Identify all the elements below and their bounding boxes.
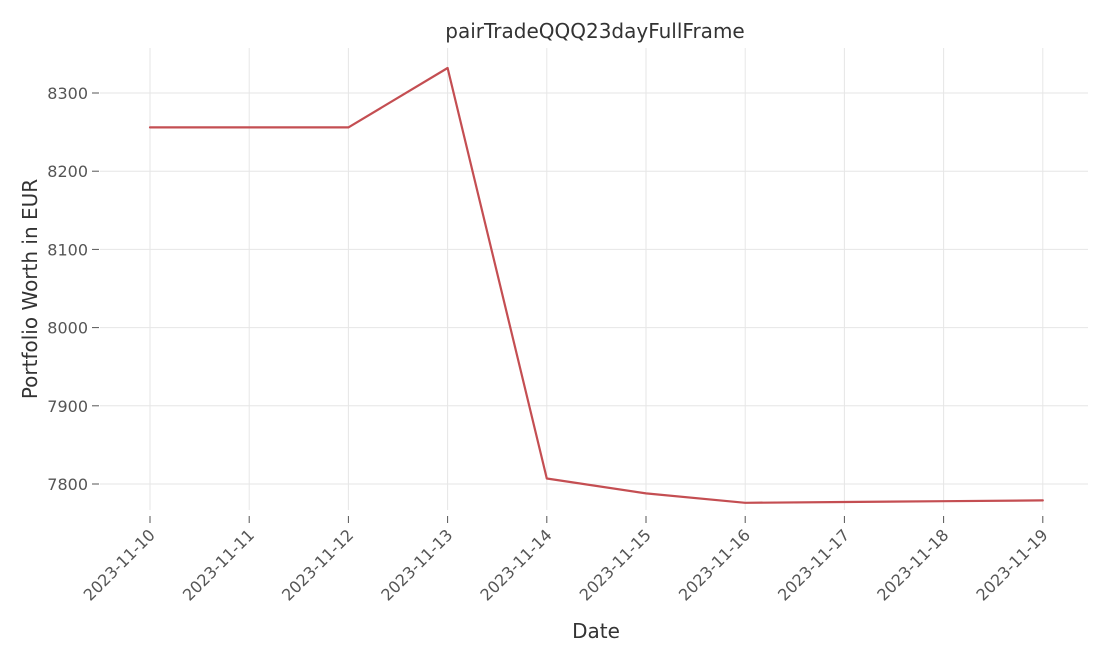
y-tick-label: 8200: [47, 162, 88, 181]
y-tick-label: 8300: [47, 84, 88, 103]
x-tick-label: 2023-11-18: [873, 525, 952, 604]
y-tick-label: 7800: [47, 475, 88, 494]
y-tick-label: 7900: [47, 397, 88, 416]
series-group: [150, 68, 1043, 503]
y-axis-ticks: 7800 7900 8000 8100 8200 8300: [47, 84, 99, 494]
y-tick-label: 8000: [47, 319, 88, 338]
x-tick-label: 2023-11-10: [80, 525, 159, 604]
y-axis-label: Portfolio Worth in EUR: [18, 179, 42, 399]
y-gridlines: [100, 93, 1088, 484]
x-tick-label: 2023-11-19: [972, 525, 1051, 604]
x-tick-label: 2023-11-14: [476, 525, 555, 604]
x-tick-label: 2023-11-16: [675, 525, 754, 604]
chart-title: pairTradeQQQ23dayFullFrame: [445, 19, 744, 43]
x-gridlines: [150, 48, 1043, 510]
x-axis-ticks: 2023-11-10 2023-11-11 2023-11-12 2023-11-13…: [80, 516, 1052, 605]
x-axis-label: Date: [572, 619, 620, 643]
x-tick-label: 2023-11-12: [278, 525, 357, 604]
x-tick-label: 2023-11-13: [377, 525, 456, 604]
x-tick-label: 2023-11-11: [179, 525, 258, 604]
series-line: [150, 68, 1043, 503]
y-tick-label: 8100: [47, 240, 88, 259]
x-tick-label: 2023-11-17: [774, 525, 853, 604]
x-tick-label: 2023-11-15: [576, 525, 655, 604]
